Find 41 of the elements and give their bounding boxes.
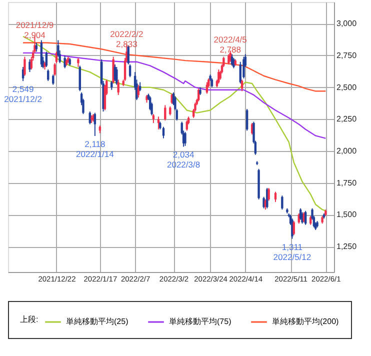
- legend-label: 単純移動平均(200): [272, 317, 340, 326]
- y-tick-label: 1,250: [336, 242, 358, 252]
- candlestick: [164, 104, 166, 121]
- candlestick: [28, 58, 31, 73]
- annotation: 2022/2/2 2,833: [110, 28, 144, 49]
- candlestick: [117, 79, 120, 96]
- candlestick: [78, 65, 81, 92]
- candlestick: [54, 62, 56, 76]
- candlestick: [291, 218, 294, 240]
- annotation: 2021/12/9 2,904: [16, 20, 54, 40]
- candlestick: [24, 56, 26, 76]
- legend-label: 単純移動平均(75): [169, 317, 232, 326]
- y-tick-label: 2,250: [336, 114, 358, 124]
- annotation: 2,034 2022/3/8: [166, 150, 200, 170]
- candlestick: [268, 187, 270, 202]
- candlestick: [186, 120, 188, 132]
- candlestick: [240, 79, 244, 92]
- candlestick: [274, 191, 277, 202]
- candlestick: [116, 66, 118, 86]
- y-tick-label: 3,000: [336, 19, 358, 28]
- legend-title: 上段:: [20, 315, 38, 324]
- candlestick: [64, 54, 66, 69]
- candlestick: [292, 220, 295, 236]
- y-tick-label: 2,500: [336, 82, 358, 92]
- y-tick-label: 2,000: [336, 146, 358, 156]
- candlestick: [128, 64, 132, 78]
- annotation: 2,549 2021/12/2: [4, 84, 42, 104]
- candlestick: [301, 212, 304, 224]
- y-tick-label: 1,750: [336, 178, 358, 188]
- candlestick: [304, 210, 307, 226]
- y-tick-label: 2,750: [336, 50, 358, 60]
- y-tick-label: 1,500: [336, 210, 358, 220]
- annotation: 1,311 2022/5/12: [273, 242, 312, 262]
- candlestick: [170, 93, 173, 104]
- legend-label: 単純移動平均(25): [66, 317, 129, 326]
- annotation: 2,118 2022/1/14: [76, 138, 114, 159]
- candlestick: [162, 126, 165, 139]
- candlestick: [281, 195, 284, 210]
- candlestick: [52, 74, 54, 86]
- annotation: 2022/4/5 2,788: [214, 34, 248, 55]
- candlestick: [246, 108, 248, 132]
